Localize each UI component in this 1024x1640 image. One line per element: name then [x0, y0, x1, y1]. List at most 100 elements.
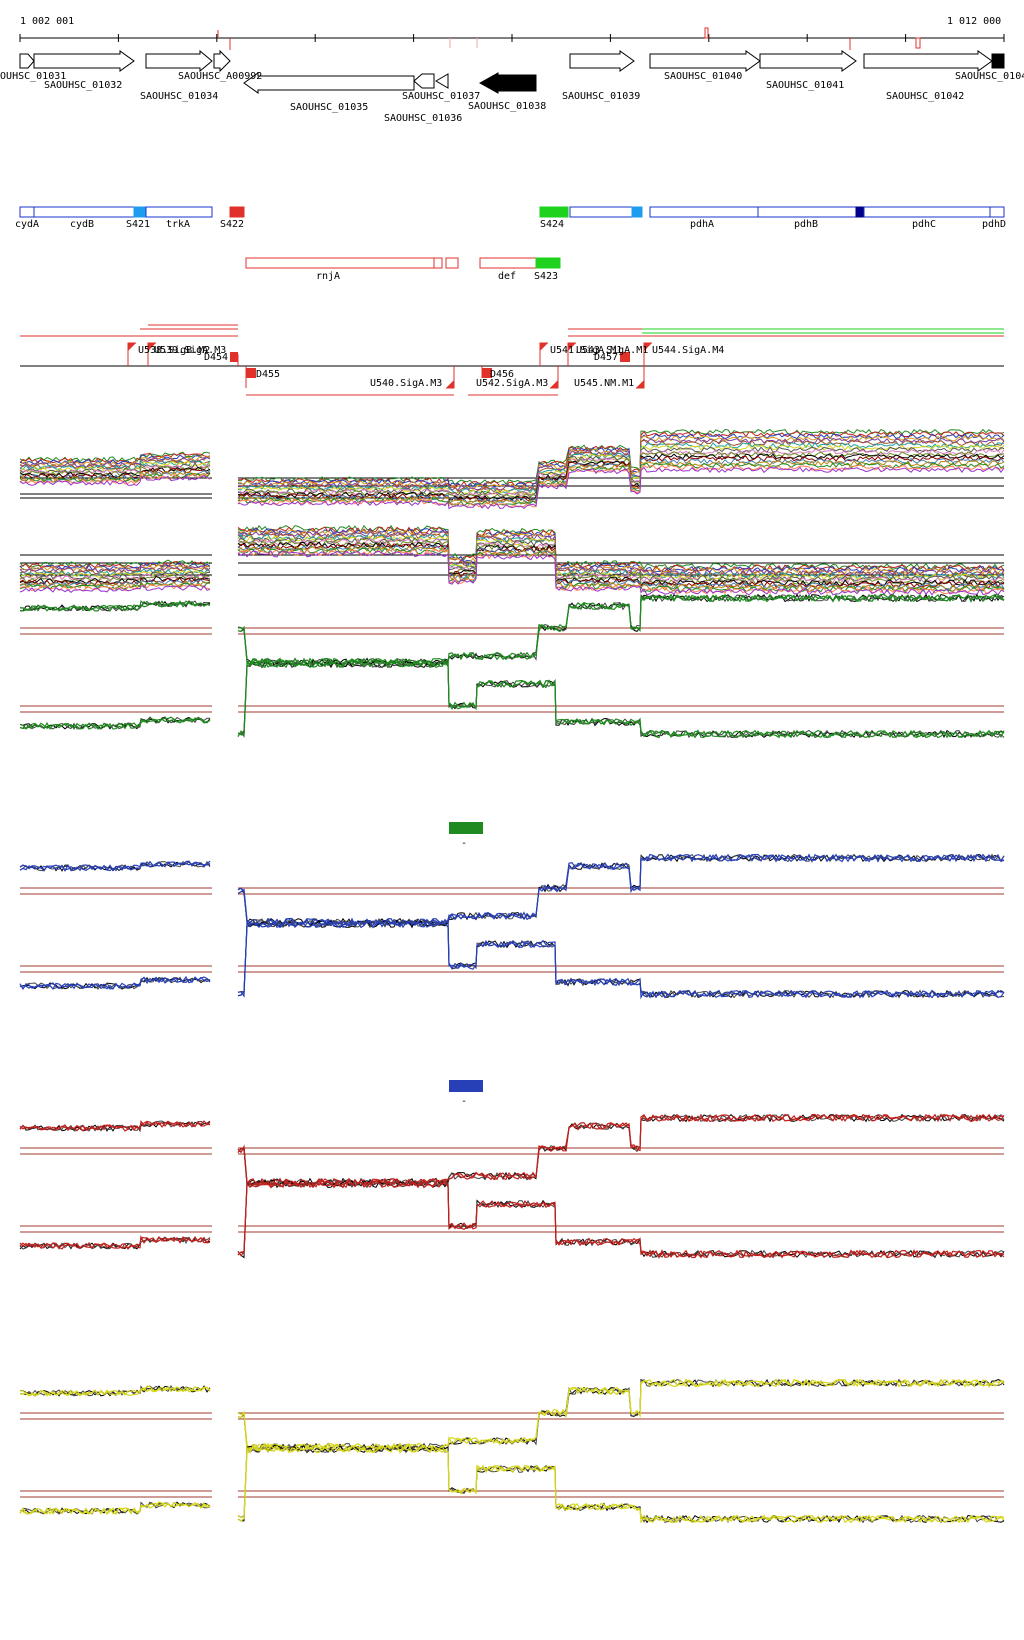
expression-line: [19, 559, 211, 568]
expression-line: [19, 583, 211, 592]
expression-line: [237, 453, 1005, 502]
gene-arrow-SAOUHSC_01036[interactable]: [435, 73, 449, 89]
expression-line: [237, 659, 1005, 739]
feature-small[interactable]: [445, 257, 459, 269]
expression-line: [237, 1444, 1005, 1524]
red-expression-panel: [19, 1113, 1005, 1259]
expression-line: [19, 459, 211, 471]
expression-line: [19, 600, 211, 612]
expression-line: [237, 430, 1005, 487]
expression-line: [19, 473, 211, 485]
segment-label: D456: [490, 369, 514, 380]
legend-label: -: [461, 1096, 467, 1107]
expression-line: [19, 571, 211, 580]
gene-label: SAOUHSC_01038: [468, 101, 546, 112]
expression-line: [19, 1120, 211, 1132]
expression-line: [237, 919, 1004, 1000]
expression-line: [19, 976, 211, 990]
expression-line: [19, 580, 211, 589]
feature-pdhC[interactable]: [863, 206, 991, 218]
feature-label: pdhD: [982, 219, 1006, 230]
gene-label: SAOUHSC_01036: [384, 113, 462, 124]
gene-arrow-SAOUHSC_01031[interactable]: [19, 53, 35, 69]
gene-arrow-SAOUHSC_01032[interactable]: [33, 50, 135, 72]
expression-line: [19, 716, 211, 730]
feature-trkA[interactable]: [145, 206, 213, 218]
ruler-start-label: 1 002 001: [20, 16, 74, 27]
gene-arrow-SAOUHSC_01040[interactable]: [649, 50, 761, 72]
gene-label: SAOUHSC_01031: [0, 71, 66, 82]
gene-arrow-SAOUHSC_01037[interactable]: [413, 73, 435, 89]
expression-line: [237, 540, 1005, 586]
reverse-feature-track: rnjA def S423: [245, 257, 561, 282]
feature-pdhA[interactable]: [649, 206, 759, 218]
gene-arrow-SAOUHSC_01034[interactable]: [145, 49, 213, 73]
multicondition-expression-panel: [19, 428, 1005, 596]
feature-def[interactable]: [479, 257, 537, 269]
expression-line: [19, 584, 211, 593]
feature-rnjA-tail[interactable]: [433, 257, 443, 269]
segment-label: U541.SigA.M1: [550, 345, 622, 356]
feature-label: S422: [220, 219, 244, 230]
expression-line: [19, 565, 211, 574]
expression-line: [237, 466, 1005, 510]
expression-line: [237, 541, 1005, 589]
legend-swatch-green: [449, 822, 483, 834]
expression-line: [237, 441, 1005, 494]
feature-cydA[interactable]: [19, 206, 35, 218]
feature-label: pdhA: [690, 219, 714, 230]
expression-line: [237, 437, 1005, 492]
expression-line: [19, 1501, 211, 1516]
segment-track: U538.SigB.M2 U539.SigA.M3 D454 D455 U540…: [20, 324, 1004, 396]
gene-arrow-SAOUHSC_01042[interactable]: [863, 50, 993, 72]
expression-line: [19, 860, 211, 872]
feature-rnjA[interactable]: [245, 257, 435, 269]
feature-cydB[interactable]: [33, 206, 135, 218]
feature-unnamed[interactable]: [569, 206, 633, 218]
gene-label: SAOUHSC_01037: [402, 91, 480, 102]
green-expression-panel: [19, 593, 1005, 739]
gene-arrow-SAOUHSC_01038[interactable]: [478, 72, 537, 94]
segment-label: D457: [594, 352, 618, 363]
feature-cyan[interactable]: [631, 206, 643, 218]
feature-label: pdhC: [912, 219, 936, 230]
gene-arrow-SAOUHSC_01041[interactable]: [759, 50, 857, 72]
expression-line: [19, 475, 211, 486]
gene-label: SAOUHSC_01043: [955, 71, 1024, 82]
feature-S424[interactable]: [539, 206, 569, 218]
gene-arrow-SAOUHSC_01043[interactable]: [991, 53, 1005, 69]
feature-pdhB[interactable]: [757, 206, 857, 218]
segment-label: U545.NM.M1: [574, 378, 634, 389]
segment-label: U538.SigB.M2: [138, 345, 210, 356]
feature-S421[interactable]: [133, 206, 147, 218]
feature-S422[interactable]: [229, 206, 245, 218]
feature-pdhD[interactable]: [989, 206, 1005, 218]
expression-line: [19, 472, 211, 483]
gene-arrow-SAOUHSC_A00992[interactable]: [213, 49, 231, 73]
expression-line: [237, 537, 1005, 583]
expression-line: [237, 444, 1005, 496]
segment-label: D454: [204, 352, 228, 363]
feature-label: cydB: [70, 219, 94, 230]
gene-label: SAOUHSC_01034: [140, 91, 218, 102]
expression-line: [19, 976, 211, 991]
segment-label: U539.SigA.M3: [154, 345, 226, 356]
legend-swatch-blue: [449, 1080, 483, 1092]
expression-line: [237, 1378, 1005, 1452]
expression-line: [19, 1235, 211, 1250]
gene-label: SAOUHSC_A00992: [178, 71, 262, 82]
expression-line: [19, 1120, 211, 1132]
expression-line: [19, 562, 211, 571]
gene-label: SAOUHSC_01035: [290, 102, 368, 113]
gene-arrow-SAOUHSC_01039[interactable]: [569, 50, 635, 72]
expression-line: [237, 853, 1005, 927]
expression-line: [19, 563, 211, 573]
gene-arrow-SAOUHSC_01035[interactable]: [243, 72, 415, 94]
feature-S423[interactable]: [535, 257, 561, 269]
forward-feature-track: cydA cydB S421 trkA S422 S424 pdhA pdhB …: [15, 206, 1006, 230]
expression-line: [237, 1113, 1005, 1186]
expression-line: [19, 570, 211, 579]
expression-line: [237, 532, 1005, 578]
feature-dark[interactable]: [855, 206, 865, 218]
